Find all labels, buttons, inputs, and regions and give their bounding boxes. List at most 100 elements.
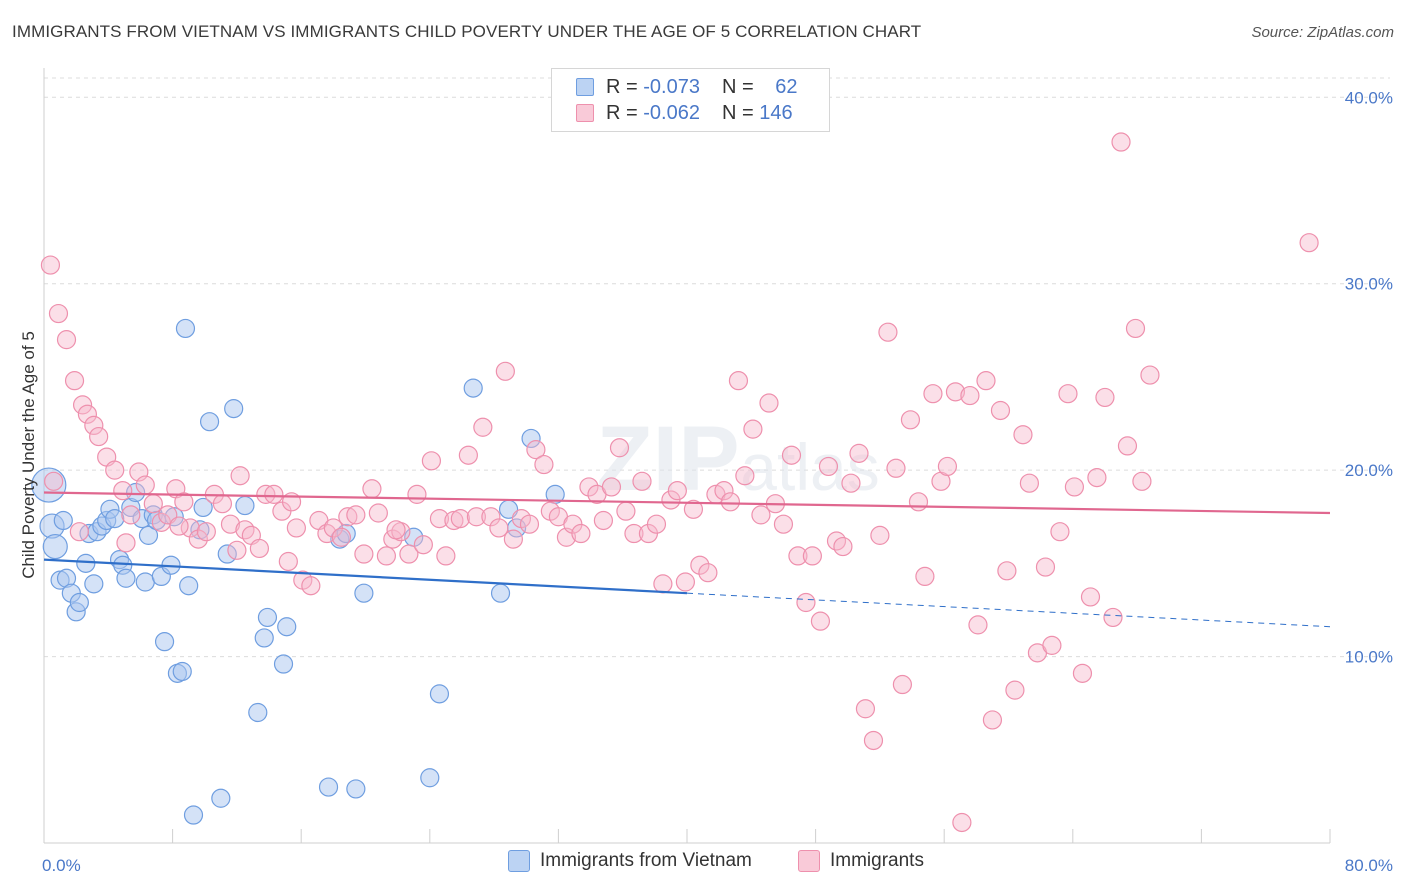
- point-immigrants: [661, 490, 681, 510]
- point-immigrants: [264, 484, 284, 504]
- point-immigrants: [609, 438, 630, 458]
- point-immigrants: [878, 322, 898, 342]
- series-immigrants-from-vietnam: [31, 318, 565, 825]
- x-tick-labels: 0.0% 80.0%: [42, 856, 1393, 875]
- point-immigrants: [960, 385, 980, 406]
- point-immigrants: [376, 546, 396, 566]
- correlation-legend: R = -0.073 N = 62 R = -0.062 N = 146: [551, 68, 830, 132]
- point-immigrants: [84, 415, 104, 435]
- legend-swatch-pink: [576, 104, 594, 122]
- point-immigrants: [796, 592, 816, 613]
- point-immigrants: [436, 546, 456, 566]
- y-tick-label: 10.0%: [1345, 648, 1393, 667]
- point-immigrants: [937, 456, 958, 477]
- point-immigrants-from-vietnam: [211, 788, 231, 808]
- chart-title: IMMIGRANTS FROM VIETNAM VS IMMIGRANTS CH…: [12, 22, 922, 41]
- point-immigrants: [421, 451, 442, 471]
- point-immigrants: [69, 522, 89, 542]
- point-immigrants: [997, 561, 1017, 581]
- point-immigrants: [667, 481, 687, 501]
- x-tick-label: 80.0%: [1345, 856, 1393, 875]
- point-immigrants-from-vietnam: [224, 399, 244, 419]
- bottom-swatch-pink: [798, 850, 820, 872]
- point-immigrants-from-vietnam: [354, 583, 374, 603]
- bottom-legend-label: Immigrants from Vietnam: [540, 850, 752, 871]
- point-immigrants-from-vietnam: [154, 632, 175, 652]
- point-immigrants: [892, 674, 913, 695]
- point-immigrants: [495, 361, 515, 381]
- point-immigrants: [77, 404, 98, 424]
- point-immigrants: [833, 536, 853, 557]
- point-immigrants: [759, 393, 779, 413]
- point-immigrants: [1058, 384, 1078, 404]
- point-immigrants-from-vietnam: [116, 568, 136, 588]
- point-immigrants: [1072, 663, 1093, 683]
- point-immigrants: [1050, 522, 1070, 542]
- point-immigrants: [601, 477, 622, 497]
- point-immigrants: [44, 471, 64, 491]
- point-immigrants: [113, 481, 133, 501]
- point-immigrants: [429, 509, 450, 529]
- point-immigrants-from-vietnam: [463, 378, 483, 398]
- legend-n-value: 62: [775, 75, 798, 98]
- point-immigrants-from-vietnam: [193, 497, 213, 518]
- point-immigrants: [444, 510, 464, 531]
- point-immigrants-from-vietnam: [490, 583, 511, 603]
- bottom-legend-vietnam: Immigrants from Vietnam: [508, 850, 752, 872]
- point-immigrants: [89, 426, 109, 447]
- point-immigrants: [900, 410, 921, 430]
- source-label: Source: ZipAtlas.com: [1251, 24, 1394, 41]
- point-immigrants: [690, 555, 710, 575]
- point-immigrants: [413, 535, 433, 555]
- point-immigrants: [1080, 587, 1101, 607]
- trend-line-vietnam: [43, 558, 688, 595]
- point-immigrants: [346, 505, 366, 525]
- legend-r-value: -0.062: [643, 101, 700, 124]
- point-immigrants: [683, 499, 704, 519]
- point-immigrants-from-vietnam: [199, 412, 220, 432]
- point-immigrants: [64, 371, 85, 391]
- point-immigrants: [1299, 233, 1319, 253]
- point-immigrants: [286, 518, 306, 538]
- point-immigrants-from-vietnam: [172, 661, 192, 682]
- point-immigrants: [751, 505, 771, 525]
- point-immigrants: [714, 481, 734, 501]
- point-immigrants: [362, 479, 382, 499]
- point-immigrants: [503, 529, 523, 549]
- point-immigrants: [698, 563, 718, 583]
- point-immigrants: [646, 514, 667, 534]
- y-tick-label: 30.0%: [1345, 275, 1393, 294]
- point-immigrants: [728, 371, 749, 391]
- point-immigrants: [481, 507, 501, 527]
- point-immigrants: [368, 503, 388, 523]
- legend-r-label: R =: [606, 75, 644, 98]
- point-immigrants: [386, 520, 406, 540]
- point-immigrants: [458, 445, 478, 465]
- point-immigrants: [743, 419, 763, 439]
- point-immigrants: [1111, 132, 1131, 152]
- point-immigrants: [968, 615, 988, 635]
- point-immigrants: [40, 255, 61, 275]
- point-immigrants: [579, 477, 599, 497]
- point-immigrants: [519, 514, 540, 534]
- point-immigrants-from-vietnam: [273, 654, 294, 674]
- point-immigrants: [121, 505, 141, 525]
- point-immigrants: [781, 445, 802, 465]
- point-immigrants: [188, 529, 208, 549]
- trend-lines: [43, 491, 1331, 628]
- point-immigrants: [249, 538, 270, 559]
- point-immigrants-from-vietnam: [42, 533, 68, 560]
- point-immigrants: [923, 384, 943, 404]
- point-immigrants: [1087, 468, 1107, 488]
- point-immigrants: [473, 417, 493, 437]
- point-immigrants: [945, 382, 966, 402]
- point-immigrants: [1095, 387, 1115, 408]
- point-immigrants: [624, 523, 644, 544]
- point-immigrants: [982, 710, 1003, 730]
- point-immigrants-from-vietnam: [84, 574, 104, 594]
- point-immigrants: [788, 546, 808, 566]
- point-immigrants-from-vietnam: [521, 428, 541, 449]
- point-immigrants-from-vietnam: [179, 576, 199, 596]
- trend-line-immigrants: [43, 491, 1331, 515]
